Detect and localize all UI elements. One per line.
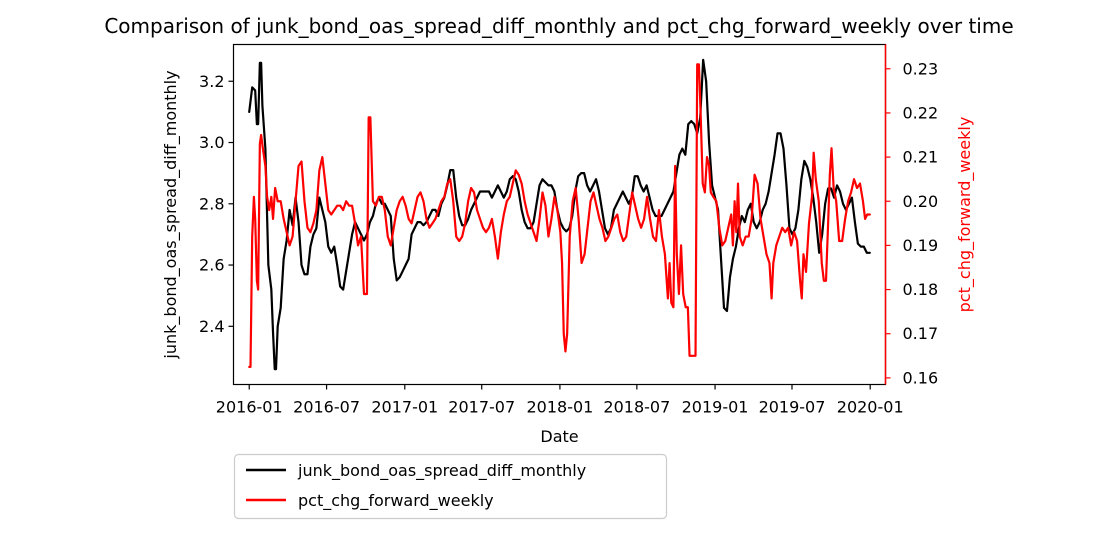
x-tick-label: 2020-01: [837, 398, 904, 417]
y-left-tick-label: 3.2: [199, 72, 224, 91]
x-tick-label: 2019-01: [682, 398, 749, 417]
x-tick-label: 2016-07: [293, 398, 360, 417]
x-tick-label: 2016-01: [216, 398, 283, 417]
y-left-tick-label: 2.4: [199, 317, 224, 336]
left-y-axis: 2.4 2.6 2.8 3.0 3.2: [199, 72, 234, 336]
x-tick-label: 2018-07: [603, 398, 670, 417]
legend-label-pct-chg: pct_chg_forward_weekly: [298, 491, 494, 511]
x-tick-label: 2018-01: [526, 398, 593, 417]
y-right-tick-label: 0.23: [903, 59, 939, 78]
series-line-pct-chg-forward-weekly: [248, 63, 871, 368]
x-axis: 2016-01 2016-07 2017-01 2017-07 2018-01 2018-…: [216, 384, 904, 417]
y-left-tick-label: 3.0: [199, 133, 224, 152]
x-axis-label: Date: [540, 427, 578, 446]
y-right-tick-label: 0.18: [903, 280, 939, 299]
legend: junk_bond_oas_spread_diff_monthly pct_ch…: [233, 453, 668, 520]
x-tick-label: 2017-01: [371, 398, 438, 417]
y-right-tick-label: 0.16: [903, 368, 939, 387]
chart-title: Comparison of junk_bond_oas_spread_diff_…: [104, 14, 1013, 38]
y-axis-label-right: pct_chg_forward_weekly: [955, 117, 975, 313]
y-right-tick-label: 0.19: [903, 236, 939, 255]
y-right-tick-label: 0.21: [903, 148, 939, 167]
right-y-axis: 0.16 0.17 0.18 0.19 0.20 0.21 0.22 0.23: [885, 59, 939, 387]
x-tick-label: 2017-07: [448, 398, 515, 417]
legend-label-junk-bond: junk_bond_oas_spread_diff_monthly: [297, 461, 586, 481]
legend-frame: [233, 453, 668, 520]
y-left-tick-label: 2.8: [199, 194, 224, 213]
y-right-tick-label: 0.20: [903, 192, 939, 211]
plot-area: [248, 58, 871, 371]
y-right-tick-label: 0.22: [903, 103, 939, 122]
y-right-tick-label: 0.17: [903, 324, 939, 343]
y-axis-label-left: junk_bond_oas_spread_diff_monthly: [161, 70, 181, 359]
y-left-tick-label: 2.6: [199, 256, 224, 275]
x-tick-label: 2019-07: [759, 398, 826, 417]
series-line-junk-bond-oas-spread-diff-monthly: [248, 58, 871, 371]
